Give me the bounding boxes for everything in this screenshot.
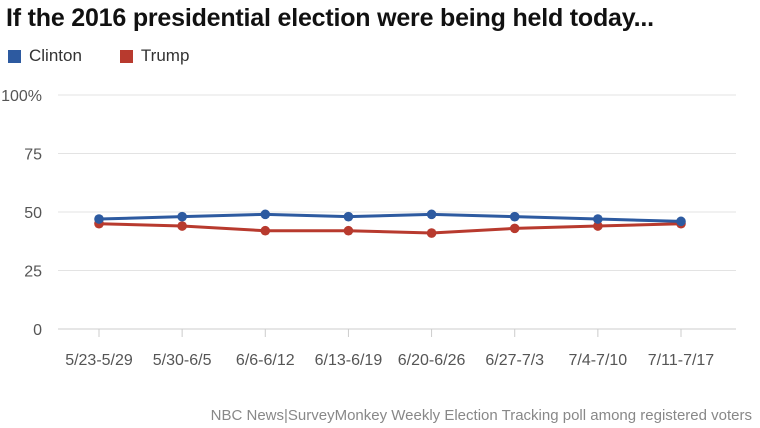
data-point-trump <box>177 221 187 231</box>
y-tick-label: 75 <box>24 147 42 164</box>
legend-label-trump: Trump <box>140 46 190 65</box>
data-point-trump <box>426 228 437 238</box>
legend-swatch-trump <box>119 49 133 63</box>
data-point-trump <box>509 223 520 234</box>
x-tick-label: 6/27-7/3 <box>485 352 544 369</box>
data-point-clinton <box>426 209 437 220</box>
x-tick-label: 7/11-7/17 <box>648 352 715 369</box>
y-tick-label: 50 <box>24 205 42 222</box>
data-point-trump <box>260 225 271 236</box>
chart-title: If the 2016 presidential election were b… <box>6 4 654 32</box>
y-tick-label: 0 <box>33 322 42 339</box>
x-tick-label: 6/6-6/12 <box>236 352 295 369</box>
legend: Clinton Trump <box>8 46 227 66</box>
y-tick-label: 25 <box>24 264 42 281</box>
series-line-trump <box>98 222 682 235</box>
x-tick-label: 6/20-6/26 <box>398 352 466 369</box>
data-point-clinton <box>177 211 187 222</box>
x-tick-label: 7/4-7/10 <box>568 352 627 369</box>
data-point-clinton <box>676 216 686 227</box>
x-tick-label: 5/23-5/29 <box>65 352 133 369</box>
series-line-clinton <box>98 212 682 223</box>
legend-label-clinton: Clinton <box>29 46 82 65</box>
data-point-trump <box>343 225 354 236</box>
data-point-trump <box>593 221 603 231</box>
data-point-clinton <box>343 211 354 222</box>
data-point-clinton <box>94 214 104 224</box>
data-point-clinton <box>260 209 271 220</box>
data-point-clinton <box>509 211 520 222</box>
data-point-clinton <box>593 214 603 224</box>
legend-item-trump: Trump <box>119 46 190 66</box>
source-note: NBC News|SurveyMonkey Weekly Election Tr… <box>210 407 752 424</box>
legend-item-clinton: Clinton <box>8 46 82 66</box>
x-tick-label: 5/30-6/5 <box>153 352 212 369</box>
y-tick-label: 100% <box>1 88 42 105</box>
x-tick-label: 6/13-6/19 <box>315 352 383 369</box>
legend-swatch-clinton <box>8 49 21 63</box>
